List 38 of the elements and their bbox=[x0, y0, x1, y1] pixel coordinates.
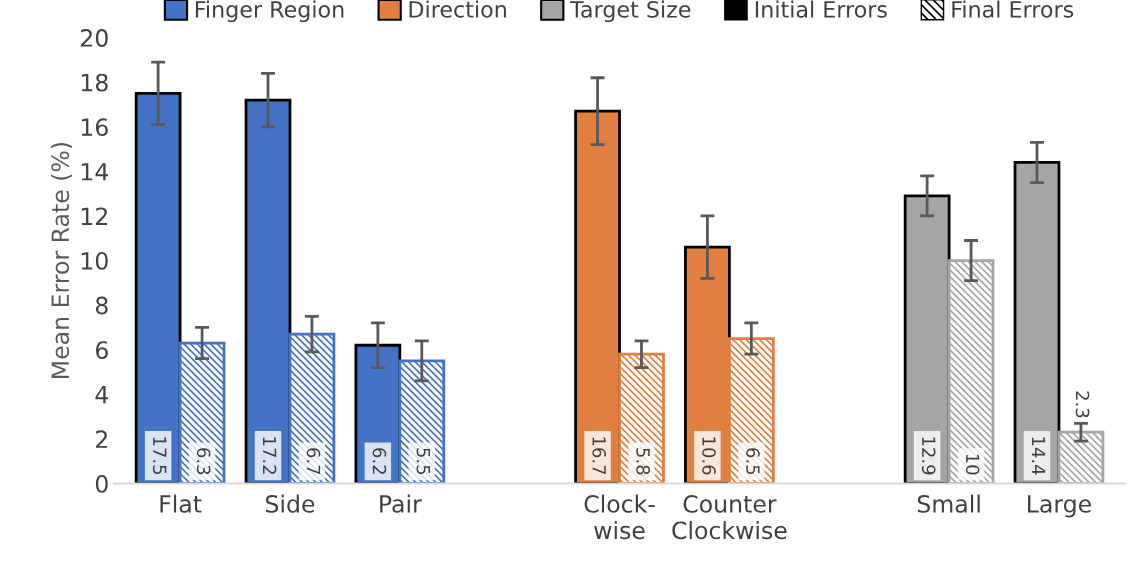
x-tick-label: Side bbox=[265, 494, 315, 513]
x-tick-label: Clock- wise bbox=[584, 494, 655, 540]
data-label: 5.8 bbox=[636, 448, 650, 475]
y-tick-label: 14 bbox=[81, 163, 109, 181]
y-tick-label: 10 bbox=[81, 252, 108, 270]
data-label: 17.2 bbox=[263, 437, 277, 474]
text: Final Errors bbox=[952, 0, 1074, 18]
data-label: 5.5 bbox=[416, 448, 430, 475]
y-tick-label: 18 bbox=[81, 73, 108, 92]
y-axis-title: Mean Error Rate (%) bbox=[50, 142, 72, 378]
x-tick-label: Flat bbox=[160, 494, 202, 513]
data-label: 17.5 bbox=[152, 437, 167, 475]
y-tick-label: 6 bbox=[95, 341, 108, 360]
data-label: 12.9 bbox=[921, 437, 936, 475]
data-label: 10 bbox=[965, 454, 980, 475]
y-tick-label: 12 bbox=[81, 207, 107, 225]
data-label: 10.6 bbox=[702, 437, 716, 475]
data-label: 6.5 bbox=[746, 448, 760, 475]
y-tick-label: 20 bbox=[81, 29, 108, 47]
data-label: 6.2 bbox=[372, 448, 387, 474]
data-label: 16.7 bbox=[592, 437, 606, 475]
x-tick-label: Small bbox=[917, 494, 980, 513]
x-tick-label: Counter Clockwise bbox=[672, 494, 787, 540]
legend-label: Direction bbox=[409, 0, 506, 18]
data-label: 2.3 bbox=[1075, 391, 1090, 418]
data-label: 6.7 bbox=[306, 448, 321, 475]
y-tick-label: 0 bbox=[95, 474, 108, 493]
y-tick-label: 2 bbox=[96, 430, 107, 448]
y-tick-label: 16 bbox=[81, 118, 108, 137]
legend-label: Finger Region bbox=[195, 0, 344, 23]
y-tick-label: 4 bbox=[95, 386, 109, 404]
x-tick-label: Large bbox=[1028, 495, 1091, 518]
data-label: 14.4 bbox=[1032, 437, 1046, 475]
legend-label: Target Size bbox=[569, 0, 691, 23]
y-tick-label: 8 bbox=[95, 296, 108, 315]
data-label: 6.3 bbox=[196, 448, 211, 475]
x-tick-label: Pair bbox=[380, 494, 422, 513]
text: Initial Errors bbox=[755, 0, 887, 18]
